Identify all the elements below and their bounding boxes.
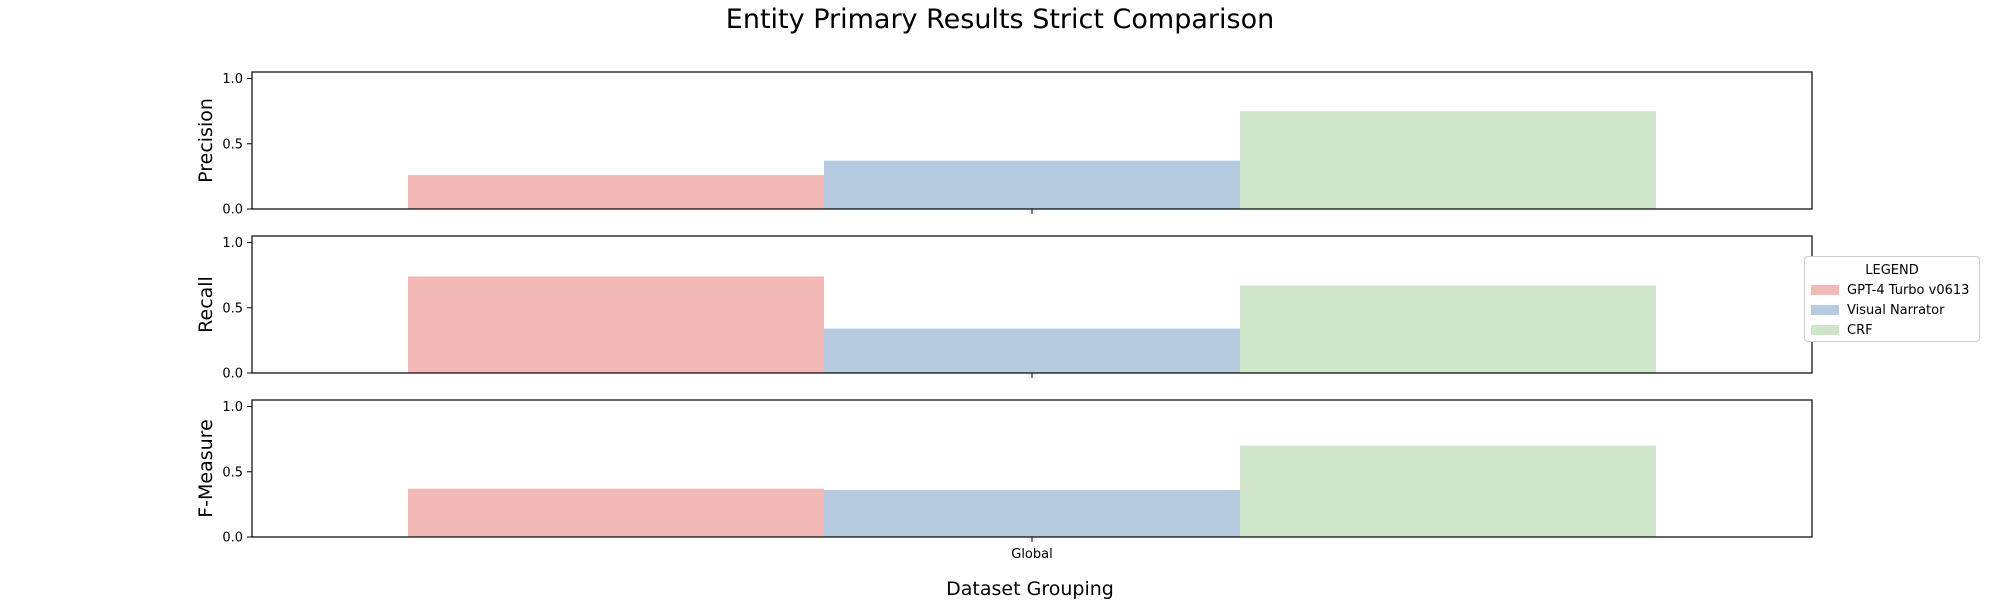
legend-item-visual-narrator: Visual Narrator [1811,301,1944,319]
bar-crf-f-measure [1240,445,1656,537]
y-tick-label: 0.5 [222,301,243,316]
x-axis-label: Dataset Grouping [946,578,1114,600]
legend-label: Visual Narrator [1847,302,1945,318]
y-axis-label-f-measure: F-Measure [195,419,217,518]
y-tick-label: 0.0 [222,203,243,218]
chart-title: Entity Primary Results Strict Comparison [725,4,1275,35]
legend-swatch [1811,325,1839,335]
legend-item-crf: CRF [1811,321,1873,339]
y-tick-label: 1.0 [222,236,243,251]
x-tick-label: Global [1011,547,1052,562]
legend: LEGEND GPT-4 Turbo v0613 Visual Narrator… [1804,256,1980,342]
y-axis-label-recall: Recall [195,276,217,333]
legend-label: CRF [1847,322,1873,338]
bar-visual-narrator-precision [824,160,1240,209]
bar-visual-narrator-recall [824,328,1240,373]
bar-gpt-4-turbo-v0613-recall [408,276,824,373]
y-tick-label: 0.0 [222,367,243,382]
y-tick-label: 0.5 [222,465,243,480]
bar-visual-narrator-f-measure [824,490,1240,537]
legend-swatch [1811,305,1839,315]
bar-crf-precision [1240,111,1656,209]
bar-gpt-4-turbo-v0613-f-measure [408,488,824,537]
y-tick-label: 0.0 [222,531,243,546]
bar-gpt-4-turbo-v0613-precision [408,175,824,209]
legend-item-gpt4: GPT-4 Turbo v0613 [1811,281,1969,299]
y-tick-label: 0.5 [222,137,243,152]
legend-swatch [1811,285,1839,295]
legend-title: LEGEND [1865,263,1919,278]
y-axis-label-precision: Precision [195,98,217,183]
y-tick-label: 1.0 [222,400,243,415]
y-tick-label: 1.0 [222,72,243,87]
bar-crf-recall [1240,285,1656,373]
legend-label: GPT-4 Turbo v0613 [1847,282,1970,298]
